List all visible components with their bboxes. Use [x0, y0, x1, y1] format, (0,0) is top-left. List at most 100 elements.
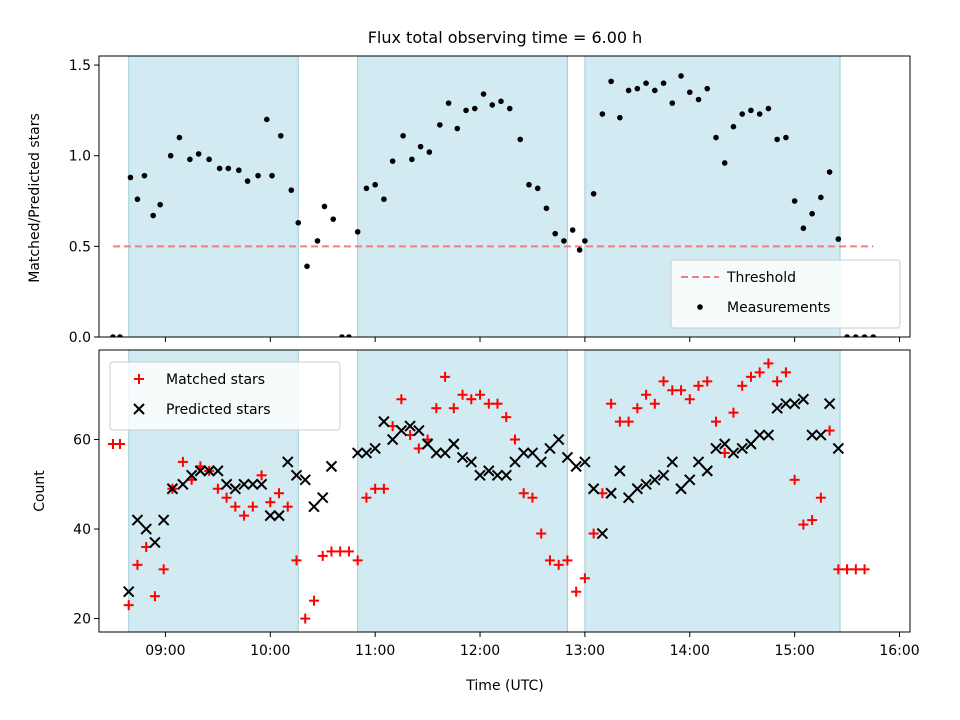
matched-stars-point	[265, 497, 276, 508]
predicted-stars-point	[526, 447, 539, 459]
matched-stars-point	[221, 492, 232, 503]
predicted-stars-point	[149, 536, 161, 549]
measurement-point	[471, 105, 478, 112]
predicted-stars-point	[552, 433, 565, 446]
measurement-point	[117, 334, 123, 337]
measurement-point	[800, 225, 807, 232]
matched-stars-point	[274, 488, 285, 499]
measurement-point	[783, 134, 789, 141]
measurement-point	[225, 165, 232, 172]
marker-stroke	[640, 478, 652, 490]
predicted-stars-point	[500, 469, 512, 482]
axes-frame	[98, 349, 911, 633]
matched-stars-point	[667, 385, 678, 396]
axes-frame	[98, 55, 911, 338]
matched-stars-point	[361, 492, 372, 503]
marker-stroke	[166, 483, 179, 495]
measurement-point	[695, 96, 702, 103]
predicted-stars-point	[570, 460, 582, 473]
predicted-stars-point	[631, 483, 644, 495]
matched-stars-point	[352, 555, 363, 566]
marker-stroke	[544, 442, 556, 455]
measurement-point	[818, 194, 824, 201]
marker-stroke	[194, 465, 207, 477]
predicted-stars-point	[220, 478, 233, 490]
measurement-point	[853, 334, 859, 337]
matched-stars-point	[780, 367, 791, 378]
measurement-point	[643, 80, 649, 86]
marker-stroke	[605, 487, 617, 499]
measurement-point	[176, 134, 183, 141]
measurement-point	[826, 169, 833, 175]
measurement-point	[167, 152, 174, 159]
measurement-point	[576, 247, 583, 253]
matched-stars-point	[448, 403, 459, 414]
matched-stars-point	[378, 483, 389, 494]
matched-stars-point	[641, 389, 652, 400]
predicted-stars-point	[404, 420, 416, 432]
marker-stroke	[325, 460, 338, 473]
predicted-stars-point	[657, 469, 670, 482]
marker-stroke	[596, 527, 609, 540]
marker-stroke	[203, 465, 215, 477]
matched-stars-point	[466, 394, 477, 405]
matched-stars-point	[239, 510, 250, 521]
measurement-point	[206, 156, 212, 163]
matched-stars-point	[833, 564, 844, 575]
matched-stars-point	[850, 564, 861, 575]
marker-stroke	[491, 469, 504, 482]
legend-matched-swatch	[134, 374, 144, 384]
marker-stroke	[185, 469, 198, 482]
measurement-point	[861, 334, 868, 337]
predicted-stars-point	[229, 483, 242, 495]
matched-stars-point	[815, 492, 826, 503]
marker-stroke	[788, 398, 801, 410]
measurement-point	[543, 205, 550, 212]
measurement-point	[339, 334, 345, 337]
matched-stars-point	[702, 376, 713, 387]
legend-box	[670, 259, 901, 329]
measurement-point	[437, 122, 443, 128]
marker-stroke	[622, 492, 635, 504]
measurement-point	[463, 107, 469, 114]
predicted-stars-point	[386, 433, 399, 446]
predicted-stars-point	[317, 492, 329, 504]
matched-stars-point	[798, 519, 809, 530]
predicted-stars-point	[692, 456, 705, 468]
marker-stroke	[238, 478, 250, 490]
predicted-stars-point	[561, 451, 574, 464]
x-tick-label: 12:00	[460, 643, 500, 659]
predicted-stars-point	[395, 424, 408, 437]
legend-measurements-swatch	[697, 304, 703, 310]
matched-stars-point	[300, 613, 311, 624]
predicted-stars-point	[157, 514, 170, 526]
marker-stroke	[220, 478, 233, 490]
measurement-point	[269, 172, 275, 179]
measurement-point	[713, 134, 719, 141]
predicted-stars-point	[614, 465, 626, 477]
matched-stars-point	[335, 546, 346, 557]
predicted-stars-point	[255, 478, 268, 490]
measurement-point	[454, 125, 461, 132]
marker-stroke	[131, 514, 144, 526]
predicted-stars-point	[701, 465, 713, 477]
measurement-point	[721, 160, 728, 166]
measurement-point	[660, 80, 667, 86]
matched-stars-point	[579, 573, 590, 584]
measurement-point	[517, 136, 524, 143]
marker-stroke	[360, 447, 373, 459]
matched-stars-point	[842, 564, 853, 575]
matched-stars-point	[492, 398, 503, 409]
predicted-stars-point	[203, 465, 215, 477]
marker-stroke	[675, 483, 687, 495]
measurement-point	[314, 238, 321, 244]
legend-series-label: Matched stars	[166, 372, 265, 388]
matched-stars-point	[710, 416, 721, 427]
matched-stars-point	[623, 416, 634, 427]
predicted-stars-point	[745, 438, 757, 450]
predicted-stars-point	[131, 514, 144, 526]
marker-stroke	[780, 398, 792, 410]
legend-box	[109, 361, 341, 431]
matched-stars-point	[588, 528, 599, 539]
predicted-stars-point	[832, 442, 845, 455]
